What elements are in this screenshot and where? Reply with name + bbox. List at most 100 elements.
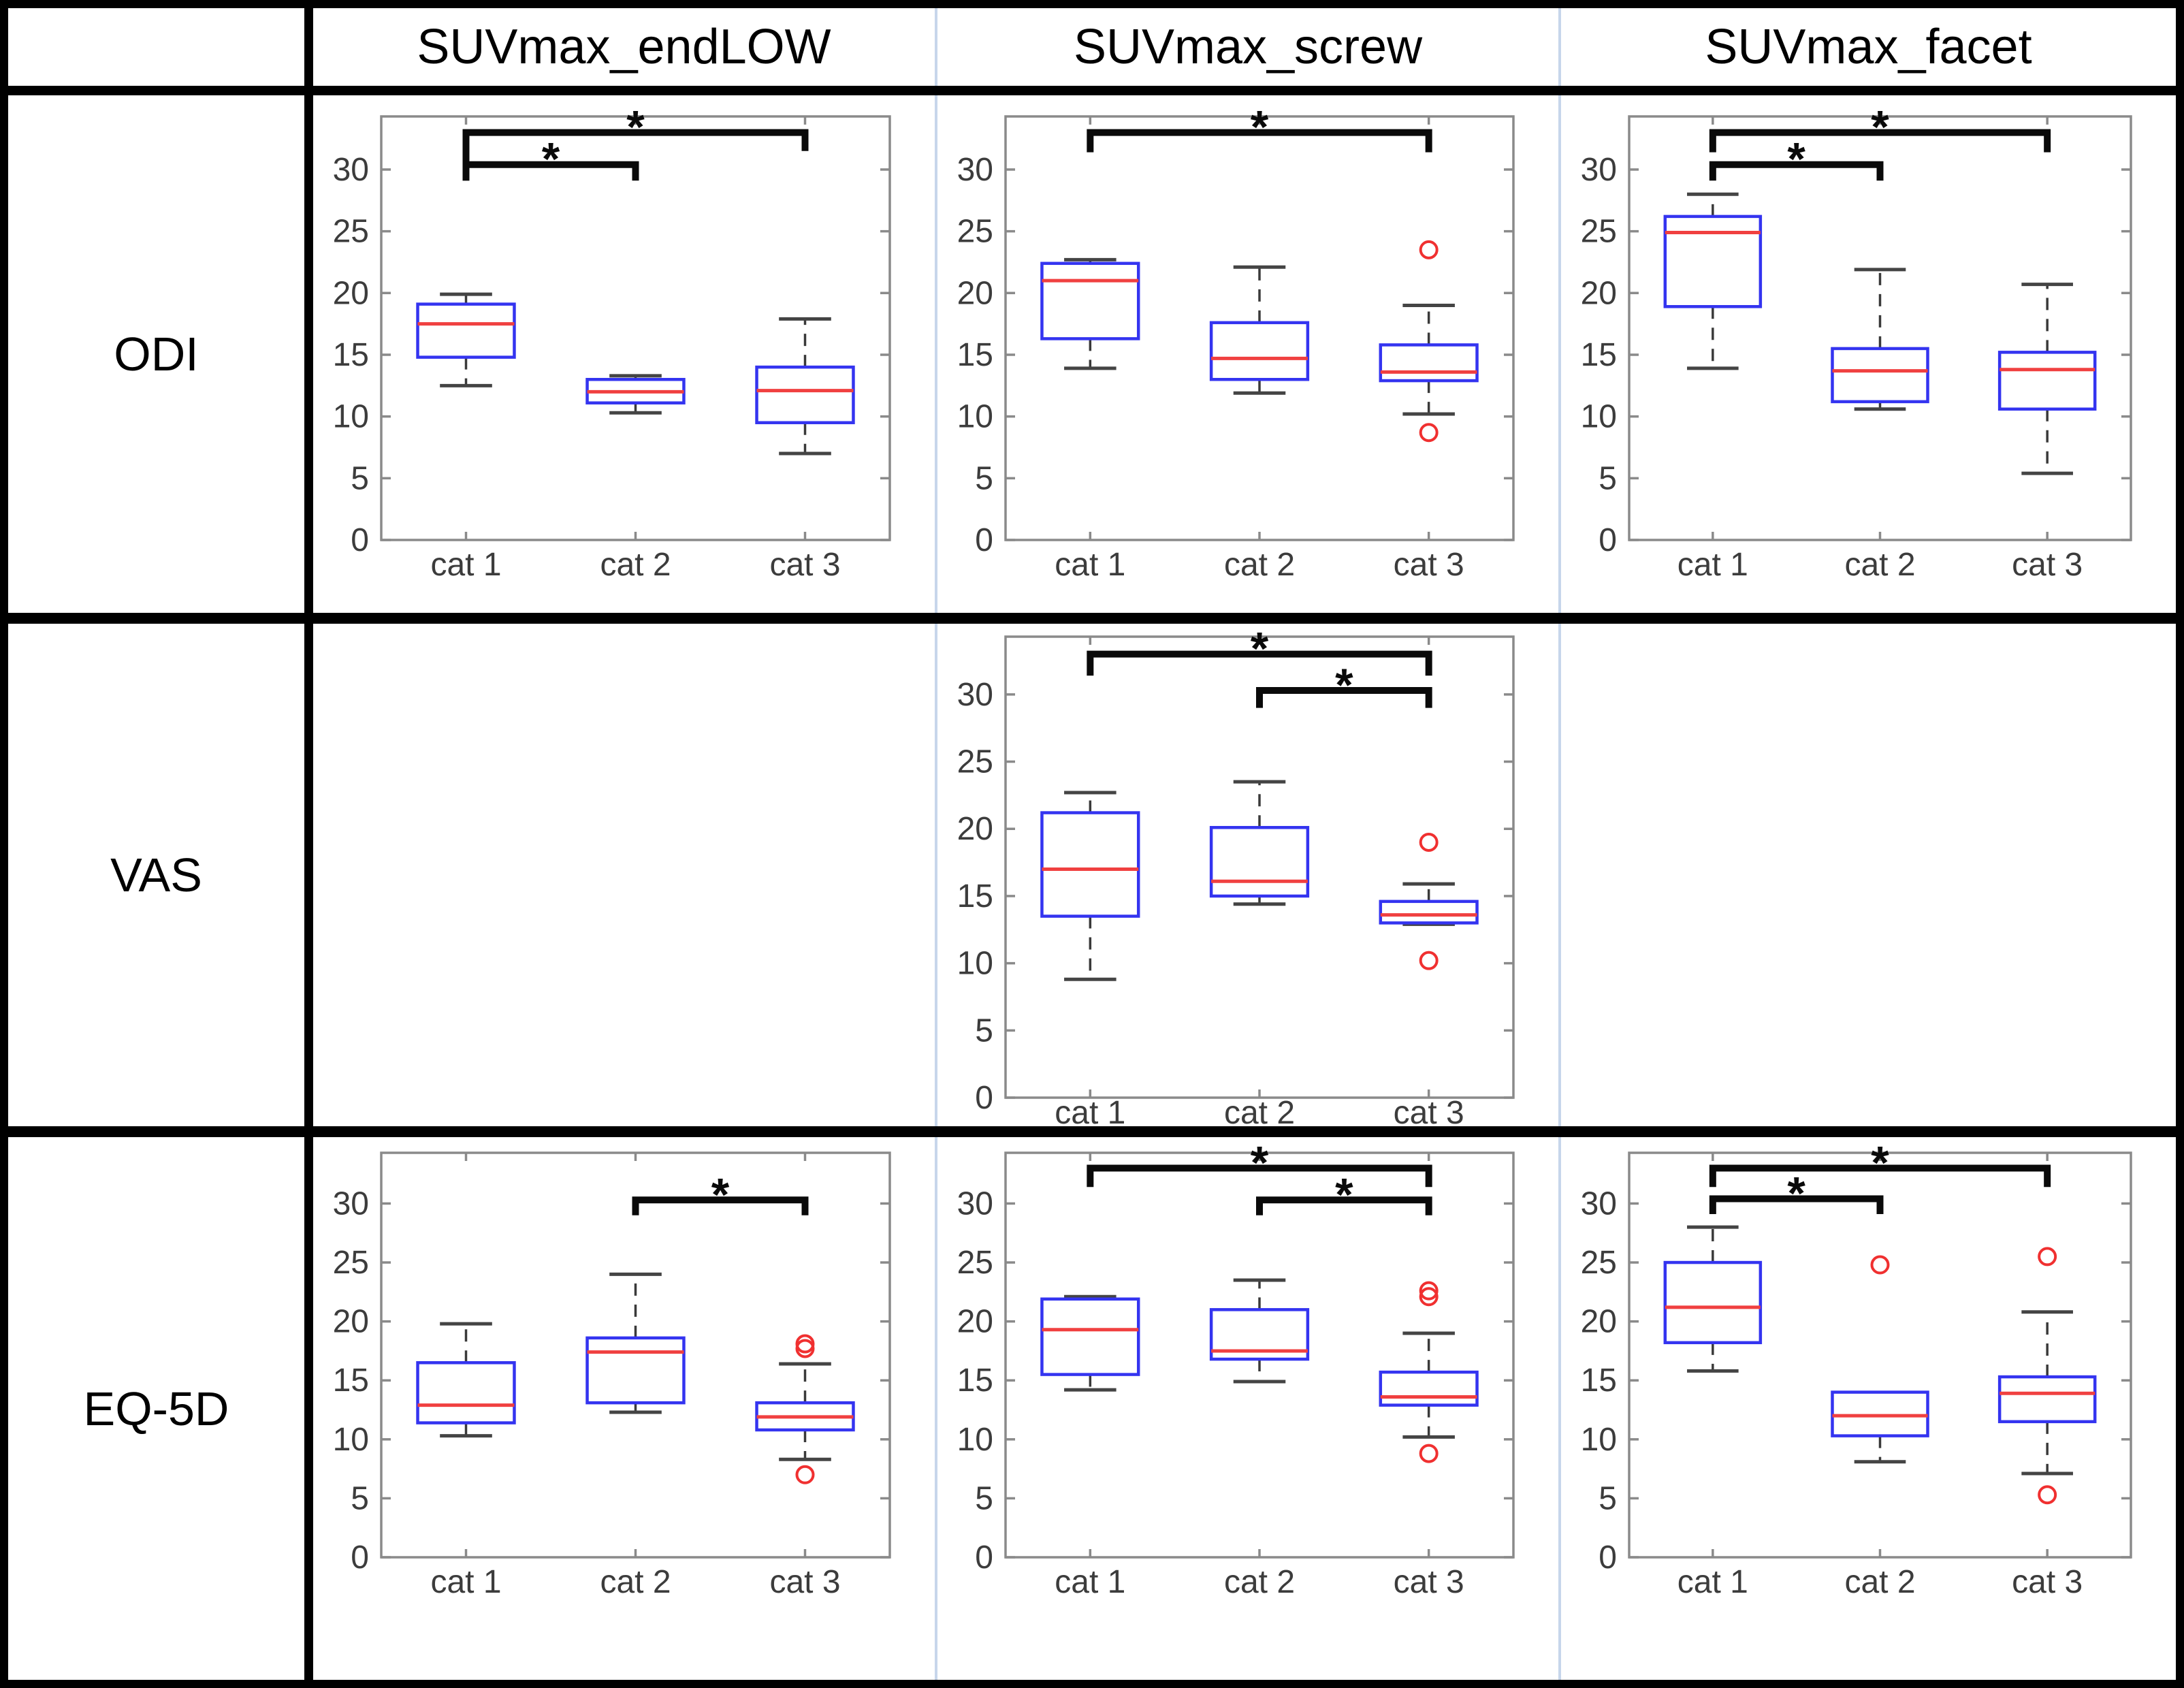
significance-bracket: * — [1087, 624, 1432, 676]
bracket-line — [1709, 1195, 1884, 1215]
significance-asterisk: * — [542, 133, 560, 185]
y-tick-label: 0 — [1599, 522, 1617, 558]
y-tick-label: 15 — [1581, 1363, 1617, 1399]
y-tick-label: 5 — [1599, 460, 1617, 496]
boxplot-odi-screw: 0 5 10 15 20 25 30 cat 1 cat 2 cat 3 * — [957, 101, 1515, 583]
x-category-label: cat 2 — [1844, 1564, 1915, 1600]
bracket-line — [1256, 1196, 1432, 1215]
x-category-label: cat 2 — [1224, 1564, 1295, 1600]
column-header-suvmax-screw: SUVmax_screw — [937, 8, 1558, 86]
x-category-label: cat 3 — [1394, 1095, 1464, 1126]
plot-cell-odi-endlow: 0 5 10 15 20 25 30 cat 1 cat 2 cat 3 * * — [313, 95, 935, 613]
y-tick-label: 15 — [333, 337, 369, 373]
significance-bracket: * — [1256, 659, 1432, 711]
significance-bracket: * — [1709, 1168, 1884, 1220]
bracket-line — [1087, 129, 1432, 153]
outlier-point — [2038, 1485, 2057, 1505]
column-header-suvmax-endlow: SUVmax_endLOW — [313, 8, 935, 86]
x-category-label: cat 1 — [430, 547, 501, 583]
iqr-box — [1663, 1260, 1763, 1345]
iqr-box — [1040, 261, 1140, 340]
x-category-label: cat 2 — [1224, 547, 1295, 583]
significance-bracket: * — [1256, 1168, 1432, 1220]
y-tick-label: 10 — [333, 399, 369, 435]
x-category-label: cat 3 — [2012, 547, 2083, 583]
outlier-point — [1419, 423, 1439, 443]
plot-cell-vas-facet-empty — [1561, 624, 2176, 1126]
iqr-box — [1379, 343, 1479, 383]
plot-cell-vas-endlow-empty — [313, 624, 935, 1126]
outlier-point — [1419, 832, 1439, 852]
significance-asterisk: * — [1251, 1137, 1269, 1189]
box-group-3 — [1997, 1247, 2097, 1505]
y-tick-label: 30 — [333, 1185, 369, 1222]
box-group-2 — [585, 1272, 686, 1414]
x-category-label: cat 2 — [1844, 547, 1915, 583]
box-group-2 — [585, 374, 686, 415]
iqr-box — [1209, 826, 1310, 898]
box-group-3 — [1379, 240, 1479, 443]
x-category-label: cat 3 — [1394, 547, 1464, 583]
label-column-divider — [304, 8, 313, 1680]
box-group-1 — [416, 1322, 516, 1438]
bracket-line — [1256, 686, 1432, 708]
box-group-1 — [416, 292, 516, 387]
significance-bracket: * — [462, 133, 639, 185]
y-tick-label: 25 — [1581, 1245, 1617, 1281]
table-border-top — [0, 0, 2184, 8]
bracket-line — [1087, 1164, 1432, 1188]
y-tick-label: 25 — [1581, 214, 1617, 250]
y-tick-label: 25 — [957, 744, 993, 780]
y-tick-label: 10 — [1581, 1422, 1617, 1458]
bracket-line — [1709, 161, 1884, 181]
y-tick-label: 20 — [957, 1304, 993, 1340]
iqr-box — [585, 1336, 686, 1405]
significance-asterisk: * — [1251, 624, 1269, 675]
x-category-label: cat 1 — [430, 1564, 501, 1600]
outlier-point — [795, 1339, 815, 1358]
iqr-box — [1209, 1308, 1310, 1361]
y-tick-label: 10 — [957, 1422, 993, 1458]
significance-asterisk: * — [1787, 133, 1805, 185]
box-group-1 — [1040, 257, 1140, 370]
plot-cell-odi-facet: 0 5 10 15 20 25 30 cat 1 cat 2 cat 3 * * — [1561, 95, 2176, 613]
boxplot-odi-facet: 0 5 10 15 20 25 30 cat 1 cat 2 cat 3 * * — [1581, 101, 2132, 583]
x-category-label: cat 1 — [1055, 547, 1125, 583]
box-group-2 — [1831, 268, 1929, 411]
significance-asterisk: * — [1787, 1168, 1805, 1220]
y-tick-label: 30 — [333, 152, 369, 188]
iqr-box — [1997, 351, 2097, 411]
y-tick-label: 25 — [333, 214, 369, 250]
y-tick-label: 15 — [1581, 337, 1617, 373]
iqr-box — [1831, 1390, 1929, 1437]
y-tick-label: 10 — [1581, 399, 1617, 435]
y-tick-label: 5 — [351, 460, 369, 496]
significance-asterisk: * — [1335, 659, 1353, 711]
x-category-label: cat 1 — [1677, 1564, 1748, 1600]
column-divider-2 — [1558, 8, 1561, 1680]
box-group-3 — [755, 317, 855, 456]
table-border-bottom — [0, 1680, 2184, 1688]
y-tick-label: 30 — [957, 677, 993, 713]
y-tick-label: 25 — [957, 214, 993, 250]
y-tick-label: 15 — [957, 337, 993, 373]
axes-frame — [1004, 115, 1515, 541]
iqr-box — [1997, 1375, 2097, 1424]
y-tick-label: 20 — [957, 811, 993, 847]
box-group-1 — [1663, 192, 1763, 370]
significance-bracket: * — [1087, 1137, 1432, 1189]
iqr-box — [755, 365, 855, 424]
y-tick-label: 0 — [351, 1540, 369, 1576]
boxplot-vas-screw: 0 5 10 15 20 25 30 cat 1 cat 2 cat 3 * * — [957, 624, 1515, 1126]
x-category-label: cat 2 — [1224, 1095, 1295, 1126]
box-group-3 — [1379, 832, 1479, 970]
x-category-label: cat 2 — [600, 547, 671, 583]
y-tick-label: 0 — [975, 1540, 993, 1576]
box-group-2 — [1209, 780, 1310, 906]
y-tick-label: 30 — [957, 1185, 993, 1222]
x-category-label: cat 3 — [1394, 1564, 1464, 1600]
y-tick-label: 5 — [1599, 1480, 1617, 1516]
boxplot-odi-endlow: 0 5 10 15 20 25 30 cat 1 cat 2 cat 3 * * — [333, 101, 891, 583]
corner-cell — [8, 8, 304, 86]
column-divider-1 — [935, 8, 937, 1680]
